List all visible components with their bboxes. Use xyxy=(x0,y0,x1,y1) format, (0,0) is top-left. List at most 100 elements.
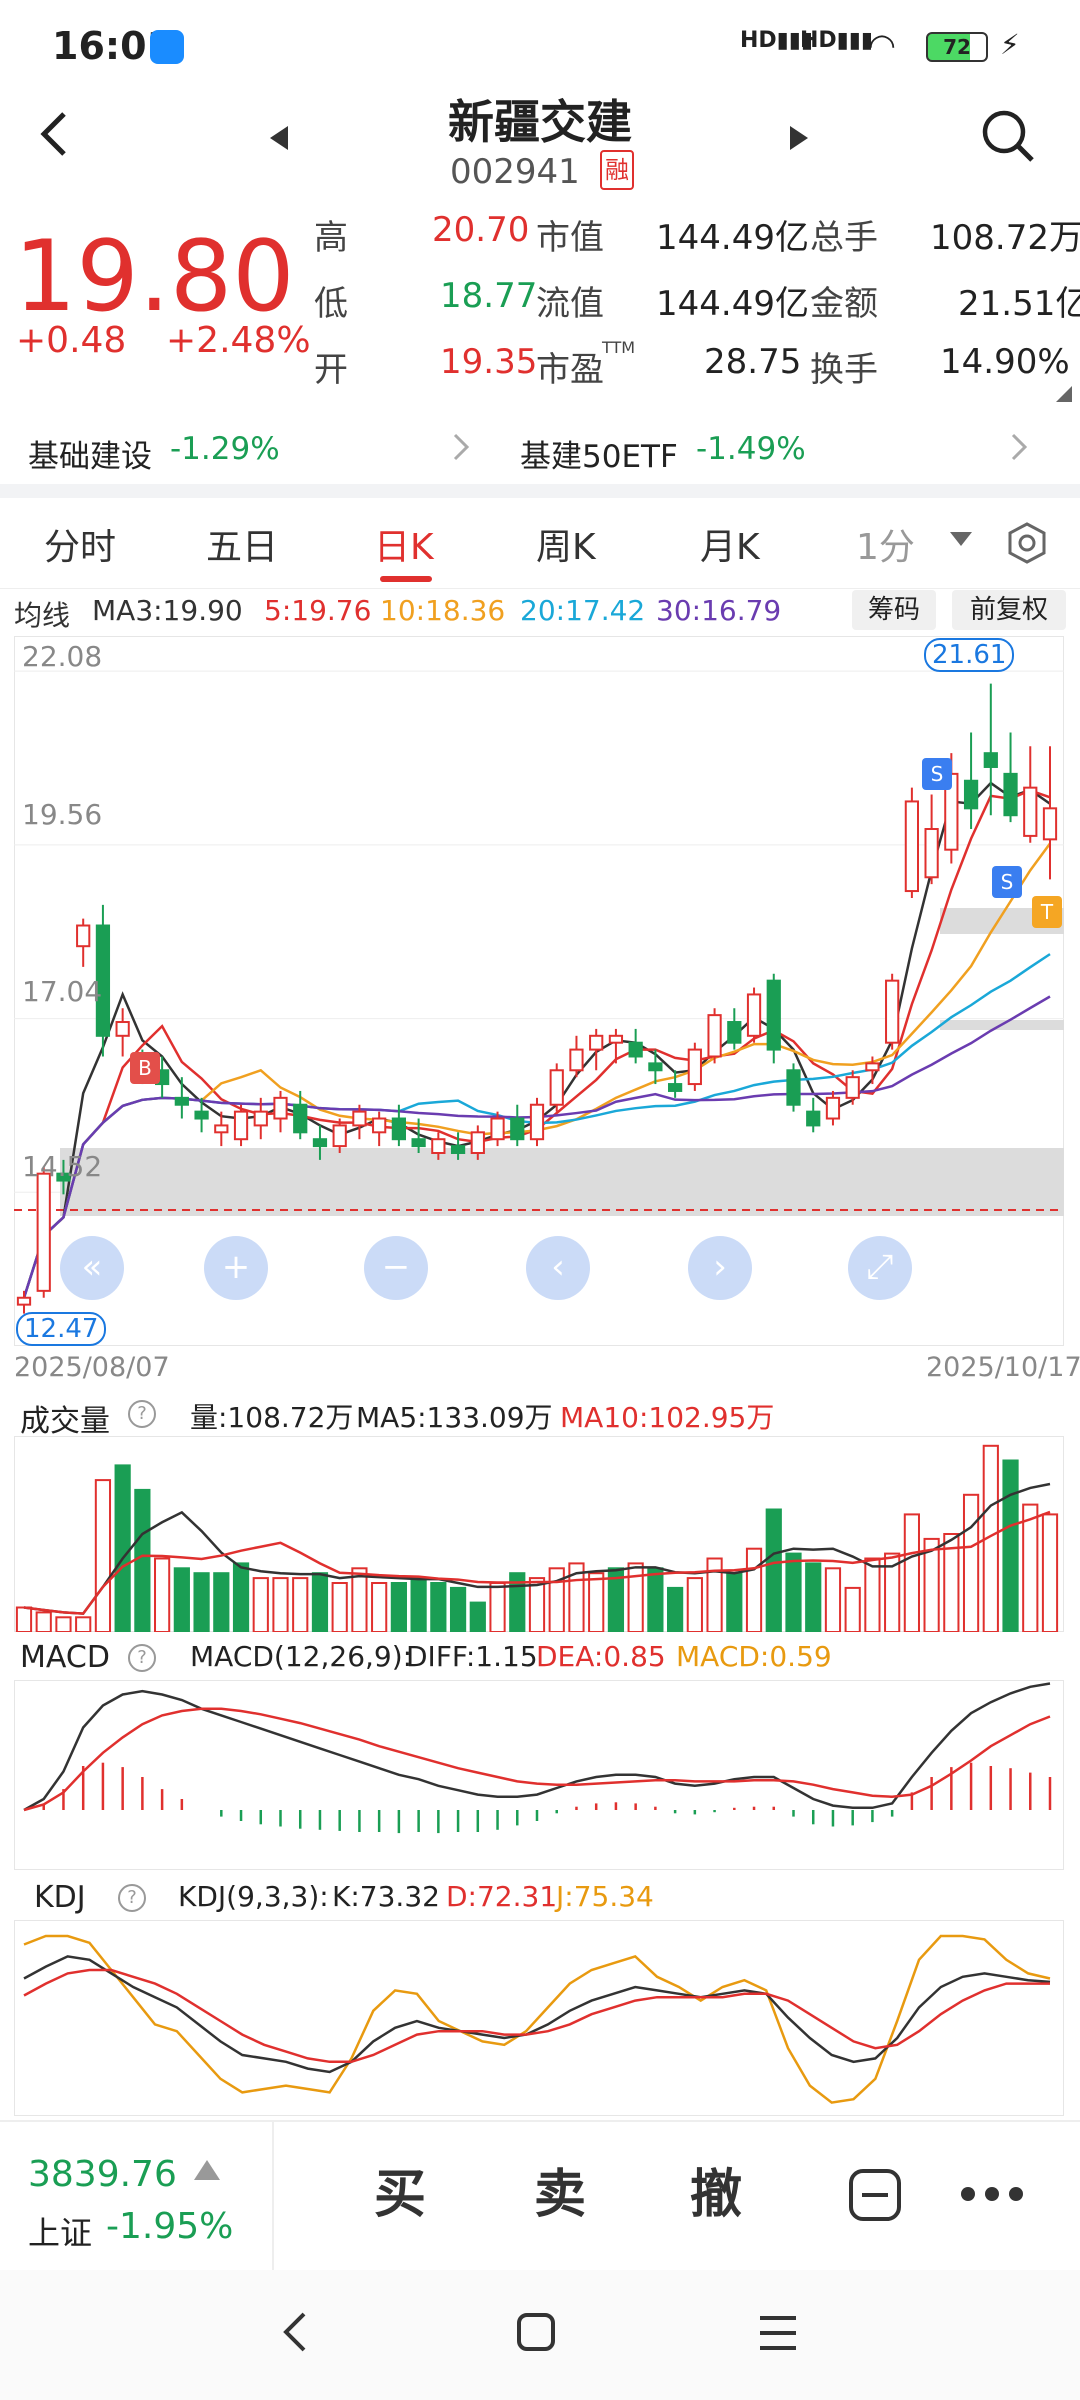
nav-menu-icon[interactable] xyxy=(758,2314,798,2356)
candle-body xyxy=(865,1062,880,1072)
kdj-title: KDJ xyxy=(34,1880,86,1915)
ma10-value: 10:18.36 xyxy=(380,594,506,627)
volume-bar xyxy=(410,1577,427,1632)
status-bar: 16:01 HD▮▮▮ HD▮▮▮ ◠ 72 ⚡ xyxy=(0,0,1080,90)
settings-icon[interactable] xyxy=(1006,522,1048,568)
volume-bar xyxy=(765,1508,782,1632)
kdj-j: J:75.34 xyxy=(556,1880,654,1913)
candle-body xyxy=(648,1062,663,1072)
kdj-chart[interactable] xyxy=(0,1920,1080,2116)
tab-monthly-k[interactable]: 月K xyxy=(700,527,760,568)
adjust-button[interactable]: 前复权 xyxy=(952,590,1066,630)
candle-body xyxy=(806,1110,821,1127)
help-icon[interactable]: ? xyxy=(118,1884,146,1912)
tab-weekly-k[interactable]: 周K xyxy=(536,527,596,568)
candle-body xyxy=(667,1083,683,1092)
chips-button[interactable]: 筹码 xyxy=(852,590,936,630)
volume-bar xyxy=(588,1572,605,1632)
search-icon[interactable] xyxy=(980,108,1036,168)
help-icon[interactable]: ? xyxy=(128,1644,156,1672)
ma30-value: 30:16.79 xyxy=(656,594,782,627)
volume-bar xyxy=(15,1606,33,1632)
candle-body xyxy=(963,779,979,810)
sector-item-etf[interactable]: 基建50ETF -1.49% xyxy=(500,415,1040,485)
candle-body xyxy=(608,1034,624,1044)
price-change: +0.48 xyxy=(16,320,127,361)
volume-bar xyxy=(726,1572,743,1632)
volume-ma10: MA10:102.95万 xyxy=(560,1401,775,1434)
volume-bar xyxy=(1002,1459,1019,1632)
signal-hd1-icon: HD▮▮▮ xyxy=(740,28,813,53)
help-icon[interactable]: ? xyxy=(128,1400,156,1428)
dropdown-icon[interactable] xyxy=(950,532,972,552)
current-price: 19.80 xyxy=(14,220,295,334)
sector-item-infrastructure[interactable]: 基础建设 -1.29% xyxy=(0,415,480,485)
tab-daily-k[interactable]: 日K xyxy=(374,527,434,568)
next-stock-icon[interactable] xyxy=(788,124,810,156)
ma20-value: 20:17.42 xyxy=(520,594,646,627)
volume-bar xyxy=(272,1577,289,1632)
volume-bar xyxy=(864,1557,881,1632)
volume-bar xyxy=(844,1586,861,1632)
volume-bar xyxy=(469,1601,486,1632)
back-icon[interactable] xyxy=(36,108,72,164)
prev-stock-icon[interactable] xyxy=(268,124,290,156)
volume-chart[interactable] xyxy=(0,1436,1080,1632)
candle-body xyxy=(253,1110,268,1127)
volume-bar xyxy=(252,1577,269,1632)
stat-open-value: 19.35 xyxy=(440,342,538,382)
zoom-in-icon[interactable]: + xyxy=(204,1236,268,1300)
collapse-icon[interactable] xyxy=(848,2168,902,2226)
volume-bar xyxy=(193,1572,210,1632)
stat-high-value: 20.70 xyxy=(432,210,530,250)
buy-signal-badge: B xyxy=(130,1052,160,1084)
buy-button[interactable]: 买 xyxy=(374,2165,427,2225)
stat-volume-label: 总手 xyxy=(810,218,878,258)
macd-value: MACD:0.59 xyxy=(676,1640,832,1673)
kline-chart[interactable] xyxy=(0,636,1080,1346)
volume-bar xyxy=(154,1557,171,1632)
ma10-line xyxy=(22,842,1052,1299)
tab-intraday[interactable]: 分时 xyxy=(44,527,117,568)
kdj-k: K:73.32 xyxy=(332,1880,440,1913)
fullscreen-icon[interactable]: ⤢ xyxy=(848,1236,912,1300)
expand-corner-icon[interactable] xyxy=(1056,386,1072,406)
zoom-out-icon[interactable]: − xyxy=(364,1236,428,1300)
candle-body xyxy=(174,1096,189,1106)
bottom-trade-bar: 3839.76 上证 -1.95% 买 卖 撤 xyxy=(0,2120,1080,2272)
tab-five-day[interactable]: 五日 xyxy=(206,527,279,568)
chevron-right-icon xyxy=(452,431,470,471)
volume-bar xyxy=(1022,1503,1039,1632)
stat-amount-value: 21.51亿 xyxy=(958,284,1080,324)
volume-bar xyxy=(351,1567,368,1632)
scroll-right-icon[interactable]: › xyxy=(688,1236,752,1300)
nav-back-icon[interactable] xyxy=(280,2310,310,2358)
volume-bar xyxy=(371,1582,388,1632)
scroll-left-fast-icon[interactable]: « xyxy=(60,1236,124,1300)
kdj-k-line xyxy=(23,1955,1051,2074)
index-widget[interactable]: 3839.76 上证 -1.95% xyxy=(0,2122,274,2272)
candle-body xyxy=(76,924,91,948)
active-tab-indicator xyxy=(380,576,432,582)
triangle-up-icon xyxy=(192,2158,222,2186)
date-start: 2025/08/07 xyxy=(14,1352,170,1383)
volume-bar xyxy=(884,1552,901,1632)
volume-bar xyxy=(528,1577,546,1632)
sell-button[interactable]: 卖 xyxy=(534,2165,587,2225)
volume-bar xyxy=(331,1582,348,1632)
macd-chart[interactable] xyxy=(0,1680,1080,1870)
cancel-order-button[interactable]: 撤 xyxy=(690,2165,743,2225)
nav-home-icon[interactable] xyxy=(516,2312,556,2356)
volume-bar xyxy=(173,1567,190,1632)
volume-bar xyxy=(114,1464,131,1632)
stat-low-label: 低 xyxy=(314,284,348,324)
signal-hd2-icon: HD▮▮▮ xyxy=(800,28,873,53)
more-icon[interactable] xyxy=(960,2184,1024,2208)
candle-body xyxy=(233,1110,249,1141)
scroll-left-icon[interactable]: ‹ xyxy=(526,1236,590,1300)
ma5-line xyxy=(22,789,1051,1299)
volume-bar xyxy=(647,1567,664,1632)
candle-body xyxy=(293,1103,308,1134)
tab-minute[interactable]: 1分 xyxy=(856,527,915,568)
volume-bar xyxy=(55,1616,72,1632)
